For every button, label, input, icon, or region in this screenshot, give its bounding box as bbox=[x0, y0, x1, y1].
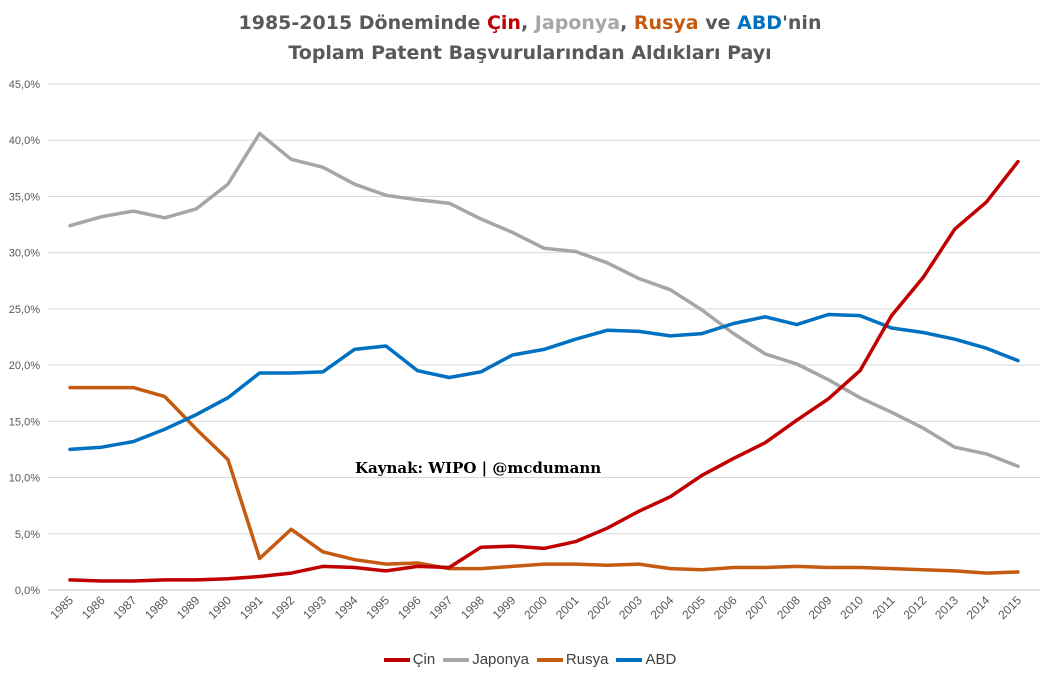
x-tick-label: 1992 bbox=[269, 593, 298, 622]
legend-item: Çin bbox=[383, 651, 436, 668]
legend-label: Çin bbox=[412, 651, 436, 668]
x-tick-label: 1994 bbox=[332, 593, 361, 622]
y-tick-label: 10,0% bbox=[9, 473, 40, 485]
x-tick-label: 1996 bbox=[395, 593, 424, 622]
x-tick-label: 2009 bbox=[806, 593, 835, 622]
title-japonya: Japonya bbox=[534, 12, 621, 34]
x-tick-label: 2008 bbox=[774, 593, 803, 622]
chart-title: 1985-2015 Döneminde Çin, Japonya, Rusya … bbox=[0, 8, 1060, 68]
y-axis-tick-labels: 0,0% 5,0% 10,0% 15,0% 20,0% 25,0% 30,0% 35,0% 40… bbox=[9, 79, 40, 597]
x-tick-label: 2006 bbox=[711, 593, 740, 622]
x-tick-label: 1985 bbox=[47, 593, 76, 622]
x-tick-label: 1999 bbox=[490, 593, 519, 622]
legend-item: ABD bbox=[616, 651, 676, 668]
legend-label: ABD bbox=[645, 651, 677, 668]
x-tick-label: 2012 bbox=[901, 593, 930, 622]
x-tick-label: 1995 bbox=[363, 593, 392, 622]
y-tick-label: 0,0% bbox=[15, 585, 40, 597]
x-tick-label: 1986 bbox=[79, 593, 108, 622]
x-tick-label: 2011 bbox=[870, 593, 898, 621]
y-tick-label: 35,0% bbox=[9, 191, 40, 203]
x-tick-label: 2004 bbox=[648, 593, 677, 622]
series-lines bbox=[68, 131, 1020, 583]
source-annotation: Kaynak: WIPO | @mcdumann bbox=[355, 459, 601, 477]
x-tick-label: 2001 bbox=[553, 593, 582, 622]
y-tick-label: 40,0% bbox=[9, 135, 40, 147]
x-tick-label: 2014 bbox=[964, 593, 993, 622]
title-rusya: Rusya bbox=[633, 12, 699, 34]
series-line-rusya bbox=[68, 385, 1020, 575]
legend-swatch bbox=[383, 657, 410, 662]
x-tick-label: 2005 bbox=[679, 593, 708, 622]
legend-swatch bbox=[443, 657, 470, 662]
x-tick-label: 1997 bbox=[427, 593, 456, 622]
title-cin: Çin bbox=[486, 12, 521, 34]
legend-label: Rusya bbox=[565, 651, 609, 668]
chart-title-line1: 1985-2015 Döneminde Çin, Japonya, Rusya … bbox=[238, 12, 822, 34]
x-tick-label: 2010 bbox=[837, 593, 866, 622]
y-tick-label: 45,0% bbox=[9, 79, 40, 91]
series-line-japonya bbox=[68, 131, 1020, 469]
chart-title-line2: Toplam Patent Başvurularından Aldıkları … bbox=[288, 42, 772, 64]
y-tick-label: 25,0% bbox=[9, 304, 40, 316]
title-abd: ABD bbox=[737, 12, 783, 34]
x-tick-label: 1989 bbox=[174, 593, 203, 622]
x-tick-label: 1993 bbox=[300, 593, 329, 622]
gridlines bbox=[48, 83, 1040, 591]
series-line-abd bbox=[68, 312, 1020, 452]
x-tick-label: 1990 bbox=[205, 593, 234, 622]
y-tick-label: 5,0% bbox=[15, 529, 40, 541]
x-tick-label: 2002 bbox=[585, 593, 614, 622]
legend-label: Japonya bbox=[472, 651, 529, 668]
legend-swatch bbox=[616, 657, 643, 662]
legend: Çin Japonya Rusya ABD bbox=[0, 651, 1060, 668]
y-tick-label: 20,0% bbox=[9, 360, 40, 372]
x-tick-label: 1998 bbox=[458, 593, 487, 622]
series-line-çin bbox=[68, 159, 1020, 583]
x-tick-label: 2007 bbox=[743, 593, 772, 622]
x-tick-label: 1988 bbox=[142, 593, 171, 622]
x-tick-label: 2003 bbox=[616, 593, 645, 622]
x-axis-tick-labels: 1985 1986 1987 1988 1989 1990 1991 1992 1993 1994… bbox=[47, 593, 1024, 622]
x-tick-label: 1991 bbox=[237, 593, 266, 622]
legend-item: Rusya bbox=[536, 651, 609, 668]
legend-item: Japonya bbox=[443, 651, 529, 668]
x-tick-label: 2013 bbox=[932, 593, 961, 622]
x-tick-label: 1987 bbox=[111, 593, 140, 622]
y-tick-label: 30,0% bbox=[9, 248, 40, 260]
x-tick-label: 2000 bbox=[521, 593, 550, 622]
y-tick-label: 15,0% bbox=[9, 416, 40, 428]
legend-swatch bbox=[536, 657, 563, 662]
x-tick-label: 2015 bbox=[995, 593, 1024, 622]
